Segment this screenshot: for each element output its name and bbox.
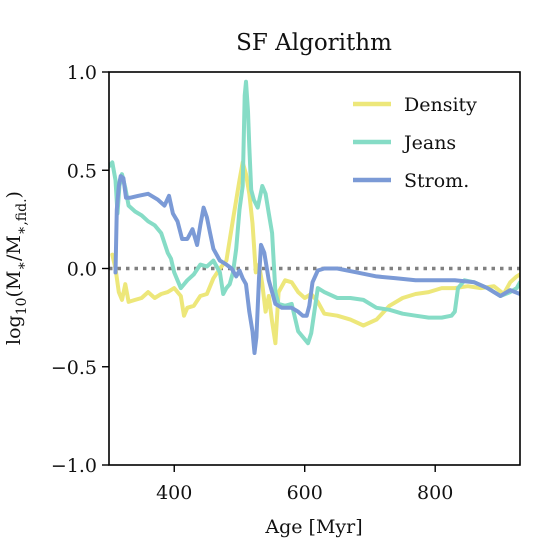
legend-label: Strom. (404, 170, 469, 192)
chart-title: SF Algorithm (236, 30, 392, 56)
y-tick-label: 0.0 (67, 259, 97, 281)
y-tick-label: −1.0 (51, 455, 97, 477)
series-line-jeans (109, 79, 520, 346)
y-tick-label: −0.5 (51, 357, 97, 379)
x-tick-label: 600 (287, 482, 323, 504)
series-line-strom (113, 174, 520, 355)
y-tick-label: 0.5 (67, 160, 97, 182)
x-axis-label: Age [Myr] (264, 516, 362, 538)
legend-label: Jeans (402, 132, 456, 154)
legend: Density Jeans Strom. (353, 94, 477, 192)
series-layer (109, 79, 520, 355)
x-tick-label: 800 (417, 482, 453, 504)
y-axis: −1.0 −0.5 0.0 0.5 1.0 (51, 62, 109, 477)
x-tick-label: 400 (156, 482, 192, 504)
y-axis-label: log10(M∗/M∗,fid.) (3, 191, 30, 345)
legend-label: Density (404, 94, 477, 116)
y-tick-label: 1.0 (67, 62, 97, 84)
x-axis: 400 600 800 (156, 465, 453, 504)
